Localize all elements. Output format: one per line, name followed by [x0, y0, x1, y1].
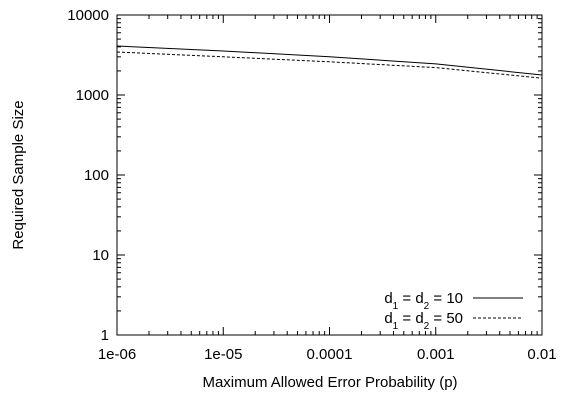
- y-tick-label: 100: [84, 167, 109, 184]
- plot-area: [116, 14, 543, 336]
- y-tick-label: 1: [101, 327, 109, 344]
- x-tick-label: 1e-05: [204, 346, 242, 363]
- legend-label-1: d1 = d2 = 10: [384, 290, 463, 312]
- x-tick-label: 0.0001: [307, 346, 353, 363]
- series-line-1: [116, 45, 543, 76]
- y-axis-label: Required Sample Size: [10, 100, 27, 249]
- y-tick-label: 1000: [76, 87, 109, 104]
- series-lines: [116, 45, 543, 79]
- x-tick-label: 0.01: [527, 346, 556, 363]
- x-axis-label: Maximum Allowed Error Probability (p): [202, 374, 457, 391]
- x-axis-ticks: 1e-06 1e-05 0.0001 0.001 0.01: [98, 15, 557, 363]
- legend-label-2: d1 = d2 = 50: [384, 310, 463, 332]
- series-line-2: [116, 51, 543, 79]
- x-tick-label: 0.001: [417, 346, 455, 363]
- x-tick-label: 1e-06: [98, 346, 136, 363]
- y-axis-ticks: 1 10 100 1000 10000: [67, 7, 542, 344]
- y-tick-label: 10000: [67, 7, 109, 24]
- y-tick-label: 10: [92, 247, 109, 264]
